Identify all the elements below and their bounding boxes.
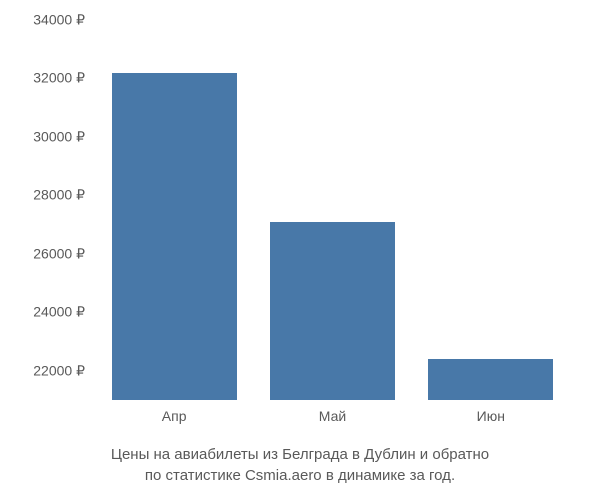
x-tick-label: Апр: [162, 408, 187, 424]
y-tick-label: 30000 ₽: [33, 128, 85, 145]
bar-slot: [95, 20, 253, 400]
x-tick-label: Июн: [477, 408, 505, 424]
caption-line-1: Цены на авиабилеты из Белграда в Дублин …: [20, 444, 580, 465]
plot-area: 22000 ₽24000 ₽26000 ₽28000 ₽30000 ₽32000…: [95, 20, 570, 400]
bar: [270, 222, 395, 400]
y-tick-label: 34000 ₽: [33, 12, 85, 29]
y-tick-label: 22000 ₽: [33, 362, 85, 379]
bar-slot: [412, 20, 570, 400]
x-axis: Апр Май Июн: [95, 400, 570, 424]
x-tick-label: Май: [319, 408, 346, 424]
y-tick-label: 28000 ₽: [33, 187, 85, 204]
bar-slot: [253, 20, 411, 400]
bar: [112, 73, 237, 400]
y-tick-label: 26000 ₽: [33, 245, 85, 262]
y-tick-label: 24000 ₽: [33, 304, 85, 321]
y-tick-label: 32000 ₽: [33, 70, 85, 87]
bars-area: [95, 20, 570, 400]
chart-caption: Цены на авиабилеты из Белграда в Дублин …: [20, 444, 580, 486]
caption-line-2: по статистике Csmia.aero в динамике за г…: [20, 465, 580, 486]
bar: [428, 359, 553, 400]
chart-container: 22000 ₽ 24000 ₽ 26000 ₽ 28000 ₽ 30000 ₽ 32000…: [0, 0, 600, 496]
